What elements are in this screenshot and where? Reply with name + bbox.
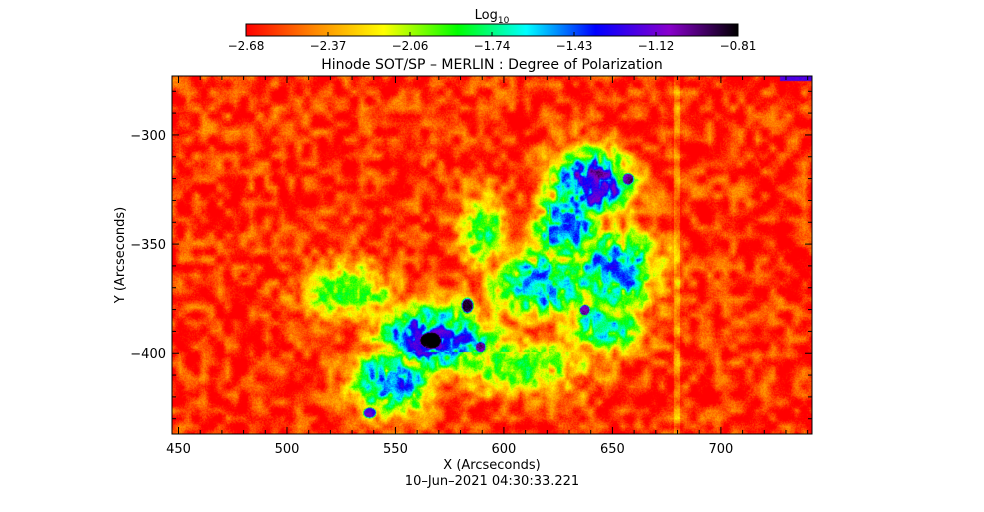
x-tick-label: 500	[275, 442, 300, 457]
x-tick-label: 700	[708, 442, 733, 457]
x-tick-label: 450	[166, 442, 191, 457]
timestamp: 10–Jun–2021 04:30:33.221	[405, 474, 579, 489]
y-tick-label: −350	[130, 238, 166, 253]
colorbar-tick-label: −2.37	[310, 39, 347, 53]
colorbar-tick-label: −0.81	[720, 39, 757, 53]
polarization-map	[172, 76, 812, 434]
colorbar-ticks: −2.68 −2.37 −2.06 −1.74 −1.43 −1.12 −0.81	[228, 32, 757, 53]
x-tick-label: 550	[383, 442, 408, 457]
colorbar-tick-label: −1.43	[556, 39, 593, 53]
y-axis: −300 −350 −400	[130, 90, 812, 420]
colorbar-label: Log10	[475, 8, 510, 26]
x-axis: 450 500 550 600 650 700	[166, 76, 809, 457]
chart-title: Hinode SOT/SP – MERLIN : Degree of Polar…	[321, 57, 663, 73]
colorbar-tick-label: −1.74	[474, 39, 511, 53]
colorbar-tick-label: −2.06	[392, 39, 429, 53]
y-tick-label: −400	[130, 347, 166, 362]
x-tick-label: 650	[600, 442, 625, 457]
colorbar-tick-label: −1.12	[638, 39, 675, 53]
x-tick-label: 600	[492, 442, 517, 457]
plot-frame	[171, 75, 813, 435]
colorbar-tick-label: −2.68	[228, 39, 265, 53]
y-axis-label: Y (Arcseconds)	[113, 207, 128, 304]
x-axis-label: X (Arcseconds)	[443, 458, 540, 473]
y-tick-label: −300	[130, 129, 166, 144]
